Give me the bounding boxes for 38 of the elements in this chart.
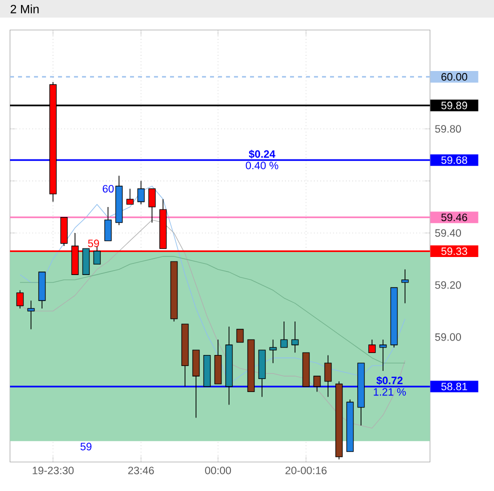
ref-line-label: 59.89	[441, 102, 468, 110]
annotation: 59	[80, 442, 92, 450]
candlestick	[313, 376, 321, 392]
candlestick	[148, 188, 156, 223]
annotation: 59	[88, 240, 99, 248]
ref-line-label: 58.81	[441, 382, 468, 390]
candlestick	[93, 246, 101, 265]
x-tick-label: 20-00:16	[286, 466, 327, 474]
ref-line-label: 59.33	[441, 247, 468, 255]
candlestick	[379, 339, 387, 372]
y-tick-label: 59.40	[435, 229, 461, 237]
candlestick	[27, 300, 35, 330]
x-tick-label: 00:00	[205, 466, 231, 474]
y-tick-label: 59.20	[435, 281, 461, 289]
candlestick	[126, 188, 134, 205]
candlestick	[368, 339, 376, 354]
annotation: 0.40 %	[246, 162, 278, 170]
candlestick	[137, 180, 145, 205]
ref-line-label: 60.00	[441, 73, 468, 81]
y-tick-label: 59.80	[435, 125, 461, 133]
candlestick	[104, 206, 112, 242]
candlestick	[280, 321, 288, 348]
ref-line-label: 59.68	[441, 156, 468, 164]
candlestick	[16, 290, 24, 309]
candlestick	[324, 354, 332, 398]
ref-line-label: 59.46	[441, 214, 468, 222]
candlestick	[291, 321, 299, 354]
annotation: $0.24	[248, 150, 276, 159]
x-tick-label: 23:46	[128, 466, 154, 474]
candlestick	[401, 269, 409, 304]
chart-title: 2 Min	[10, 4, 39, 14]
y-tick-label: 59.00	[435, 333, 461, 341]
annotation: $0.72	[376, 376, 403, 385]
annotation: 1.21 %	[374, 388, 406, 396]
candlestick	[269, 339, 277, 364]
candlestick	[236, 328, 244, 343]
annotation: 60	[102, 185, 114, 193]
x-tick-label: 19-23:30	[32, 466, 74, 474]
